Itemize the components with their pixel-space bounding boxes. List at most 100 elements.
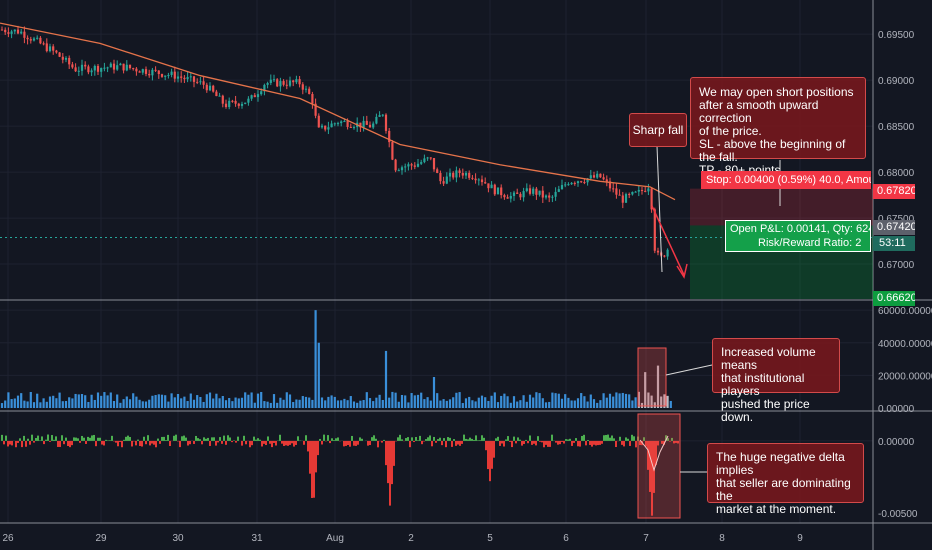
- volume-bar: [333, 396, 336, 408]
- volume-bar: [317, 342, 320, 408]
- candle-body: [103, 67, 106, 69]
- volume-bar: [266, 401, 269, 408]
- volume-bar: [365, 392, 368, 408]
- risk-reward-text: Risk/Reward Ratio: 2: [758, 237, 862, 249]
- candle-body: [186, 77, 189, 80]
- candle-body: [560, 185, 564, 190]
- volume-bar: [128, 399, 132, 408]
- volume-bar: [464, 398, 468, 408]
- candle-body: [349, 126, 352, 128]
- candle-body: [496, 187, 500, 195]
- candle-body: [231, 100, 234, 102]
- volume-bar: [592, 399, 596, 408]
- candle-body: [541, 190, 544, 198]
- candle-body: [535, 188, 538, 195]
- volume-bar: [218, 398, 221, 408]
- candle-body: [311, 93, 314, 104]
- candle-body: [282, 81, 285, 85]
- delta-annotation: The huge negative delta implies that sel…: [707, 443, 864, 516]
- candle-body: [493, 184, 496, 195]
- volume-bar: [532, 397, 535, 408]
- volume-bar: [26, 401, 29, 408]
- volume-bar: [320, 397, 324, 408]
- volume-bar: [272, 394, 276, 408]
- candle-body: [202, 81, 205, 85]
- volume-bar: [631, 400, 634, 408]
- volume-bar: [93, 399, 96, 408]
- candle-body: [573, 182, 576, 184]
- candle-body: [368, 124, 372, 128]
- volume-bar: [330, 395, 333, 408]
- volume-bar: [404, 395, 407, 408]
- candle-body: [663, 255, 666, 257]
- candle-body: [436, 169, 439, 174]
- candle-body: [138, 71, 141, 73]
- candle-body: [448, 172, 452, 177]
- volume-bar: [516, 401, 519, 408]
- candle-body: [55, 50, 58, 53]
- volume-bar: [477, 397, 480, 408]
- candle-body: [125, 64, 128, 71]
- volume-bar: [468, 396, 471, 408]
- candle-body: [397, 170, 400, 172]
- volume-bar: [68, 397, 71, 408]
- volume-bar: [240, 397, 244, 408]
- volume-bar: [615, 392, 618, 408]
- volume-bar: [484, 397, 487, 408]
- candle-body: [589, 175, 592, 179]
- sharp-fall-annotation: Sharp fall: [629, 113, 687, 147]
- candle-body: [272, 79, 276, 81]
- volume-bar: [436, 393, 439, 408]
- volume-bar: [461, 403, 464, 408]
- candle-body: [234, 100, 237, 104]
- volume-bar: [487, 400, 490, 408]
- volume-bar: [372, 401, 375, 408]
- candle-body: [228, 100, 231, 108]
- candle-body: [522, 191, 525, 198]
- volume-bar: [343, 398, 346, 408]
- volume-bar: [202, 401, 205, 408]
- volume-bar: [589, 394, 592, 408]
- candle-body: [298, 79, 301, 85]
- volume-bar: [45, 401, 48, 408]
- candle-body: [445, 176, 448, 184]
- volume-bar: [90, 394, 93, 408]
- volume-bar: [199, 396, 202, 408]
- x-tick-label: 8: [719, 533, 725, 544]
- candle-body: [404, 166, 407, 168]
- candle-body: [468, 172, 471, 178]
- x-tick-label: 7: [643, 533, 649, 544]
- candle-body: [423, 158, 426, 163]
- candle-body: [621, 195, 624, 203]
- candle-body: [532, 188, 535, 194]
- volume-bar: [500, 395, 503, 408]
- candle-body: [391, 142, 394, 160]
- candle-body: [250, 95, 253, 99]
- volume-bar: [100, 395, 103, 408]
- candle-body: [516, 192, 519, 194]
- volume-bar: [564, 394, 567, 408]
- volume-highlight-box: [637, 347, 667, 407]
- candle-body: [644, 190, 647, 192]
- volume-bar: [656, 365, 660, 408]
- candle-body: [372, 123, 375, 128]
- candle-body: [39, 37, 42, 44]
- volume-bar: [327, 396, 330, 408]
- volume-bar: [410, 393, 413, 408]
- candle-body: [84, 64, 87, 67]
- candle-body: [90, 70, 93, 73]
- volume-bar: [416, 394, 420, 408]
- candle-body: [71, 64, 74, 68]
- volume-bar: [116, 394, 119, 408]
- volume-bar: [292, 402, 295, 408]
- candle-body: [432, 158, 436, 170]
- volume-bar: [164, 395, 167, 408]
- candle-body: [154, 69, 157, 71]
- volume-bar: [308, 397, 311, 408]
- volume-bar: [71, 398, 74, 408]
- candle-body: [253, 95, 256, 98]
- volume-bar: [336, 400, 340, 408]
- candle-body: [109, 63, 112, 68]
- candle-body: [362, 120, 365, 128]
- candle-body: [304, 88, 308, 90]
